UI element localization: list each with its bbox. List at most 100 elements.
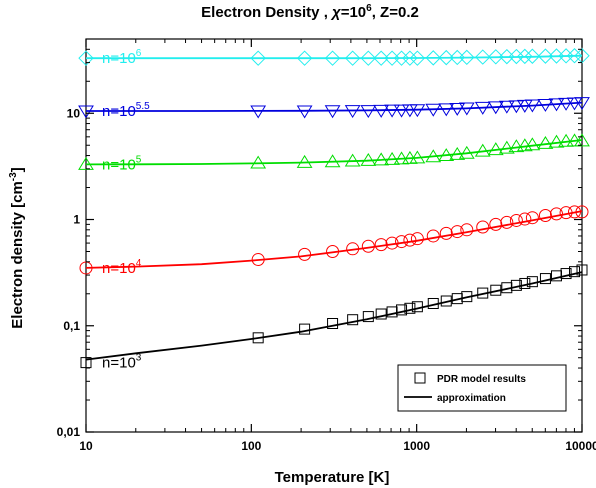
data-point [296,154,313,168]
data-point [489,217,503,231]
data-point [537,48,554,64]
data-point [575,205,589,219]
data-point [476,220,490,234]
series-annotation-exponent: 3 [136,353,142,364]
data-point [477,287,489,299]
data-point [474,143,491,157]
data-point [487,101,504,115]
legend-label-pdr: PDR model results [437,374,526,385]
series-annotation: n=105.5 [102,101,150,120]
series-annotation: n=106 [102,48,142,67]
data-point [250,50,266,66]
data-point [516,138,533,152]
y-tick-label: 0,01 [57,425,81,439]
data-point [251,253,265,267]
data-point [386,306,398,318]
data-point [327,318,339,330]
data-point [519,277,531,289]
data-point [324,50,341,66]
data-point [393,151,410,165]
data-point [78,50,94,66]
data-point [458,102,475,116]
data-point [440,295,452,307]
data-point [298,247,312,261]
data-point [411,301,423,313]
series-annotation: n=103 [102,353,142,372]
data-point [569,266,581,278]
data-point [558,133,574,147]
data-point [250,155,267,169]
series-annotation-exponent: 5 [136,154,142,165]
data-point [384,104,400,118]
data-point [326,244,340,258]
data-point [403,233,417,247]
data-point [574,133,590,147]
y-tick-label: 0,1 [63,319,80,333]
data-point [538,209,552,223]
data-markers [78,48,590,369]
fit-line [86,54,583,60]
legend-square-marker [414,372,426,384]
data-point [537,98,554,112]
legend-box [397,364,567,412]
data-point [425,149,442,163]
data-point [574,97,590,111]
data-point [409,50,426,66]
data-point [537,135,554,149]
data-point [516,99,533,113]
data-point [78,105,94,119]
y-axis-label: Electron density [cm-3] [8,167,26,328]
data-point [517,48,533,65]
data-point [404,302,416,314]
data-point [475,49,491,65]
series-annotation-base: n=10 [102,260,136,277]
data-point [373,104,390,118]
data-point [459,49,475,66]
data-point [360,50,377,66]
data-point [438,148,455,162]
y-tick-label: 1 [73,213,80,227]
data-point [558,48,574,64]
data-point [549,207,563,221]
data-point [362,311,374,323]
data-point [393,104,410,118]
legend: PDR model results approximation [397,364,567,412]
data-point [558,97,574,111]
y-tick-label: 10 [67,106,81,120]
data-point [402,50,418,66]
data-point [296,50,313,66]
data-point [508,48,525,65]
data-point [559,206,573,220]
data-point [498,100,515,114]
data-point [361,239,375,253]
data-point [396,304,408,316]
data-point [375,308,387,320]
x-tick-label: 10000 [565,439,596,453]
data-point [524,99,541,113]
data-point [299,323,311,335]
data-point [409,104,426,118]
data-point [439,226,453,240]
series-annotation-exponent: 6 [136,48,142,59]
data-point [360,105,377,119]
series-annotation: n=105 [102,154,142,173]
series-annotation-base: n=10 [102,156,136,173]
data-point [509,213,523,227]
data-point [250,105,267,119]
data-point [568,205,582,219]
data-point [508,100,525,114]
data-point [385,236,399,250]
x-tick-label: 10 [79,439,93,453]
data-point [410,232,424,246]
data-point [449,102,466,116]
x-tick-label: 1000 [403,439,430,453]
x-tick-label: 100 [241,439,261,453]
fit-line [85,210,583,269]
x-axis-label: Temperature [K] [275,469,390,486]
data-point [344,105,361,119]
data-point [393,50,410,66]
axes-ticks: 10 100 1000 10000 0,01 0,1 1 10 [57,39,596,453]
data-point [252,332,264,344]
series-annotation-exponent: 5.5 [136,101,150,112]
